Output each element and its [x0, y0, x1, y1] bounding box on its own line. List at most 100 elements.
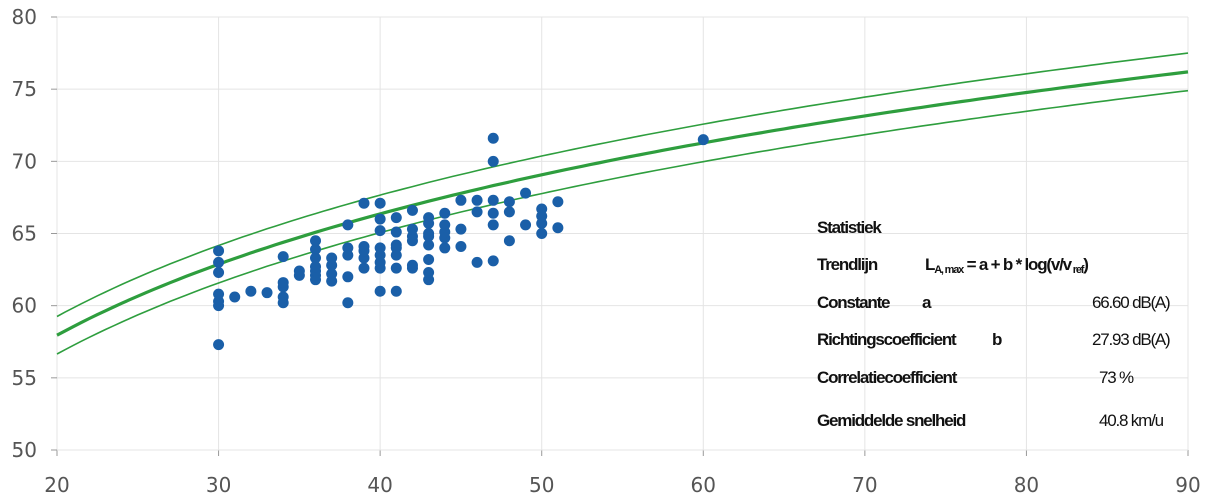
data-point	[245, 285, 257, 297]
data-points	[213, 132, 709, 351]
stats-title: Statistiek	[817, 218, 882, 237]
y-axis-ticks: 50 55 60 65 70 75 80	[12, 5, 37, 462]
x-tick-label: 40	[367, 473, 392, 497]
richting-value: 27.93 dB(A)	[1092, 330, 1171, 349]
data-point	[487, 255, 499, 267]
data-point	[261, 287, 273, 299]
data-point	[213, 288, 225, 300]
data-point	[342, 219, 354, 231]
y-tick-label: 75	[12, 77, 37, 101]
correlatie-value: 73 %	[1099, 368, 1134, 387]
x-tick-label: 20	[44, 473, 69, 497]
data-point	[374, 225, 386, 237]
data-point	[374, 285, 386, 297]
data-point	[536, 228, 548, 239]
data-point	[439, 219, 451, 231]
data-point	[423, 239, 435, 251]
data-point	[358, 197, 370, 209]
data-point	[374, 213, 386, 225]
data-point	[390, 239, 402, 251]
grid-lines	[51, 16, 1189, 456]
data-point	[455, 240, 467, 252]
data-point	[552, 222, 564, 234]
constante-label: Constante	[817, 293, 891, 312]
x-tick-label: 80	[1014, 473, 1039, 497]
data-point	[503, 196, 515, 208]
data-point	[342, 242, 354, 254]
snelheid-label: Gemiddelde snelheid	[817, 411, 966, 430]
data-point	[471, 194, 483, 206]
data-point	[213, 266, 225, 278]
trend-line	[56, 70, 1189, 337]
data-point	[439, 242, 451, 254]
data-point	[423, 228, 435, 239]
x-tick-label: 90	[1175, 473, 1200, 497]
data-point	[213, 245, 225, 257]
data-point	[390, 226, 402, 238]
upper-confidence-line	[56, 52, 1189, 318]
data-point	[455, 194, 467, 206]
data-point	[423, 253, 435, 265]
data-point	[326, 268, 338, 280]
data-point	[229, 291, 241, 303]
constante-symbol: a	[922, 293, 932, 312]
formula-subscript: A, max	[934, 264, 964, 276]
x-tick-label: 30	[206, 473, 231, 497]
data-point	[342, 297, 354, 309]
data-point	[390, 285, 402, 297]
data-point	[520, 187, 532, 199]
formula-body: = a + b * log(v/v	[963, 255, 1073, 274]
data-point	[520, 219, 532, 231]
trendline	[56, 70, 1189, 337]
data-point	[471, 256, 483, 268]
y-tick-label: 80	[12, 5, 37, 29]
data-point	[277, 277, 289, 289]
data-point	[455, 223, 467, 235]
data-point	[374, 197, 386, 209]
data-point	[406, 223, 418, 235]
constante-value: 66.60 dB(A)	[1092, 293, 1171, 312]
x-tick-label: 60	[691, 473, 716, 497]
trend-formula: LA, max = a + b * log(v/v ref)	[925, 255, 1089, 276]
y-tick-label: 70	[12, 149, 37, 173]
data-point	[358, 240, 370, 252]
data-point	[406, 259, 418, 271]
x-axis-ticks: 20 30 40 50 60 70 80 90	[44, 473, 1200, 497]
x-tick-label: 70	[852, 473, 877, 497]
richting-symbol: b	[992, 330, 1002, 349]
data-point	[487, 219, 499, 231]
data-point	[503, 235, 515, 247]
data-point	[277, 251, 289, 263]
data-point	[503, 206, 515, 218]
formula-end: )	[1083, 255, 1089, 274]
x-tick-label: 50	[529, 473, 554, 497]
data-point	[487, 155, 499, 167]
data-point	[487, 194, 499, 206]
data-point	[487, 207, 499, 219]
data-point	[406, 204, 418, 216]
data-point	[390, 262, 402, 274]
y-tick-label: 50	[12, 438, 37, 462]
data-point	[423, 212, 435, 224]
data-point	[423, 266, 435, 278]
data-point	[471, 206, 483, 218]
data-point	[342, 271, 354, 283]
data-point	[374, 242, 386, 254]
data-point	[213, 339, 225, 351]
y-tick-label: 60	[12, 294, 37, 318]
lower-confidence-line	[56, 89, 1189, 355]
data-point	[310, 261, 322, 273]
data-point	[326, 252, 338, 264]
data-point	[213, 256, 225, 268]
richting-label: Richtingscoefficient	[817, 330, 957, 349]
data-point	[536, 203, 548, 215]
data-point	[390, 212, 402, 224]
trend-label: Trendlijn	[817, 255, 878, 274]
snelheid-value: 40.8 km/u	[1099, 411, 1164, 430]
y-tick-label: 55	[12, 366, 37, 390]
data-point	[277, 291, 289, 303]
data-point	[310, 252, 322, 264]
formula-subscript-ref: ref	[1070, 264, 1085, 276]
data-point	[310, 243, 322, 255]
